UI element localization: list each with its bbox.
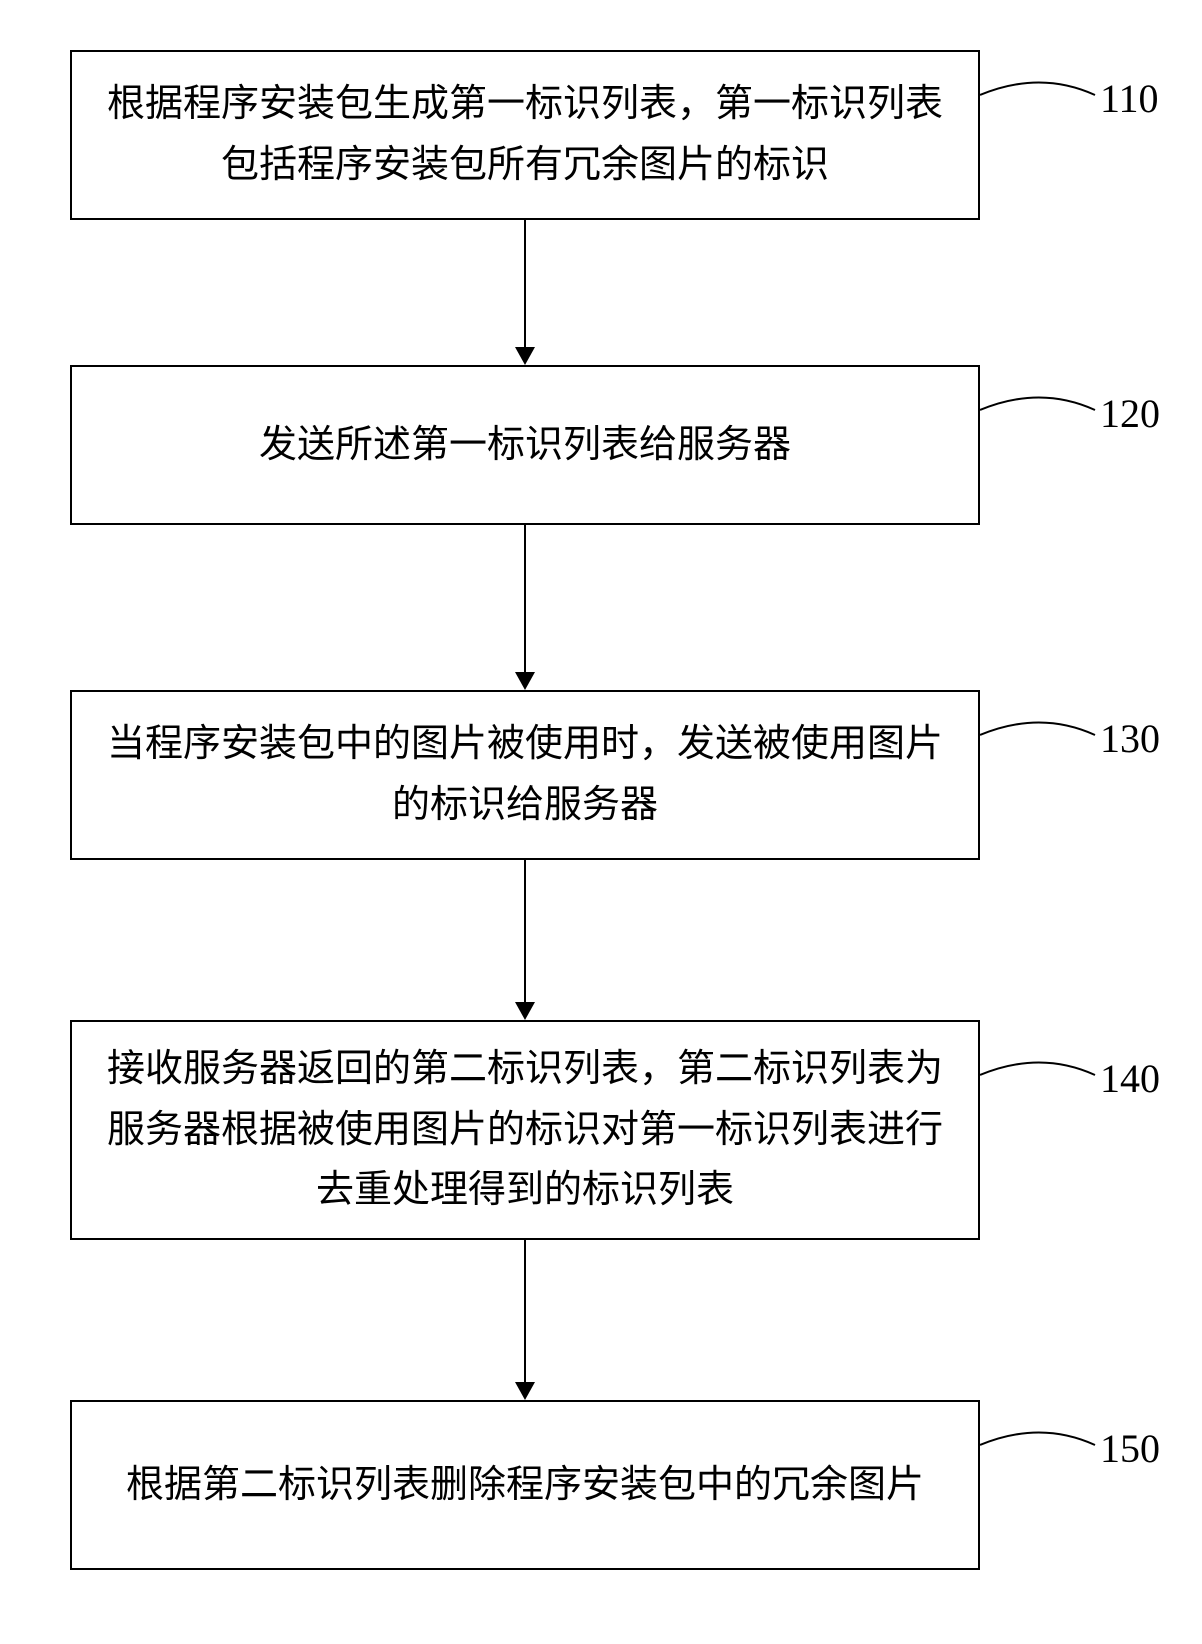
arrow-3-4	[524, 860, 526, 1002]
step-5-label: 150	[1100, 1425, 1160, 1472]
step-1-connector	[980, 75, 1100, 125]
arrow-head-3-4	[515, 1002, 535, 1020]
arrow-head-1-2	[515, 347, 535, 365]
step-5-connector	[980, 1425, 1100, 1475]
step-3-connector	[980, 715, 1100, 765]
step-3-label: 130	[1100, 715, 1160, 762]
step-4-text: 接收服务器返回的第二标识列表，第二标识列表为服务器根据被使用图片的标识对第一标识…	[102, 1039, 948, 1221]
step-1-text: 根据程序安装包生成第一标识列表，第一标识列表包括程序安装包所有冗余图片的标识	[102, 74, 948, 196]
arrow-head-2-3	[515, 672, 535, 690]
step-2-text: 发送所述第一标识列表给服务器	[259, 415, 791, 476]
step-2-label: 120	[1100, 390, 1160, 437]
step-4-connector	[980, 1055, 1100, 1105]
arrow-2-3	[524, 525, 526, 672]
arrow-4-5	[524, 1240, 526, 1382]
step-2-connector	[980, 390, 1100, 440]
arrow-1-2	[524, 220, 526, 347]
arrow-head-4-5	[515, 1382, 535, 1400]
flowchart-step-2: 发送所述第一标识列表给服务器	[70, 365, 980, 525]
step-3-text: 当程序安装包中的图片被使用时，发送被使用图片的标识给服务器	[102, 714, 948, 836]
step-4-label: 140	[1100, 1055, 1160, 1102]
flowchart-container: 根据程序安装包生成第一标识列表，第一标识列表包括程序安装包所有冗余图片的标识 1…	[0, 0, 1202, 1644]
flowchart-step-1: 根据程序安装包生成第一标识列表，第一标识列表包括程序安装包所有冗余图片的标识	[70, 50, 980, 220]
flowchart-step-5: 根据第二标识列表删除程序安装包中的冗余图片	[70, 1400, 980, 1570]
flowchart-step-3: 当程序安装包中的图片被使用时，发送被使用图片的标识给服务器	[70, 690, 980, 860]
flowchart-step-4: 接收服务器返回的第二标识列表，第二标识列表为服务器根据被使用图片的标识对第一标识…	[70, 1020, 980, 1240]
step-1-label: 110	[1100, 75, 1159, 122]
step-5-text: 根据第二标识列表删除程序安装包中的冗余图片	[126, 1455, 924, 1516]
